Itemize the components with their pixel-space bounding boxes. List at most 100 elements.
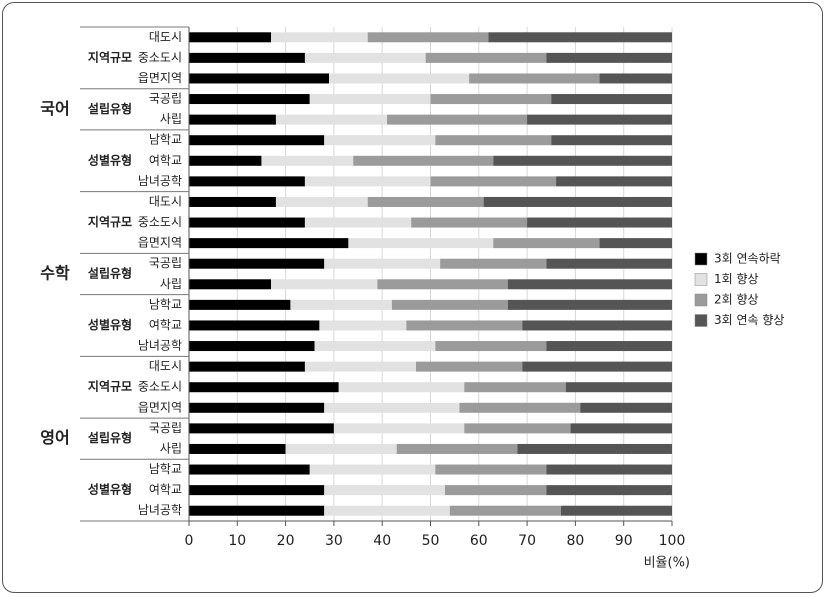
subgroup-label: 설립유형 [88, 101, 132, 116]
bar-segment [570, 423, 672, 434]
subgroup-label: 설립유형 [88, 430, 132, 445]
category-label: 중소도시 [138, 50, 182, 64]
subgroup-label: 성별유형 [88, 152, 132, 167]
bar-segment [367, 32, 489, 43]
bar-segment [444, 485, 547, 496]
bar-segment [546, 341, 672, 352]
bar-segment [189, 464, 310, 475]
bar-segment [546, 52, 672, 63]
bar-segment [507, 299, 672, 310]
bar-segment [483, 196, 672, 207]
bar-segment [189, 279, 272, 290]
x-tick-label: 60 [470, 533, 488, 549]
group-label: 수학 [40, 264, 70, 283]
bar-segment [435, 135, 552, 146]
bar-segment [189, 382, 339, 393]
x-tick-label: 90 [615, 533, 633, 549]
bar-segment [430, 176, 557, 187]
bar-segment [469, 73, 600, 84]
bar-segment [527, 217, 672, 228]
category-label: 남녀공학 [138, 174, 182, 188]
bar-segment [546, 258, 672, 269]
bar-segment [367, 196, 484, 207]
bar-segment [493, 238, 600, 249]
bar-segment [314, 341, 436, 352]
legend-label: 1회 향상 [714, 272, 759, 286]
bar-segment [556, 176, 672, 187]
x-tick-label: 70 [518, 533, 536, 549]
bar-segment [189, 176, 305, 187]
bar-segment [440, 258, 547, 269]
legend-label: 2회 향상 [714, 293, 759, 307]
bar-segment [189, 402, 325, 413]
legend-swatch [694, 252, 708, 266]
bar-segment [464, 423, 571, 434]
bar-segment [565, 382, 672, 393]
category-label: 여학교 [149, 153, 182, 167]
bar-segment [189, 341, 315, 352]
category-label: 남학교 [149, 133, 182, 147]
x-tick-label: 0 [185, 533, 194, 549]
category-label: 중소도시 [138, 380, 182, 394]
category-label: 국공립 [149, 256, 182, 270]
category-label: 읍면지역 [138, 400, 182, 414]
group-label: 국어 [40, 99, 69, 118]
bar-segment [517, 443, 672, 454]
bar-segment [275, 196, 368, 207]
bar-segment [275, 114, 388, 125]
bar-segment [449, 505, 561, 516]
subgroup-label: 설립유형 [88, 266, 132, 281]
bar-segment [189, 217, 305, 228]
bar-segment [580, 402, 672, 413]
category-label: 읍면지역 [138, 236, 182, 250]
legend-swatch [694, 314, 708, 327]
category-label: 중소도시 [138, 215, 182, 229]
category-label: 대도시 [149, 194, 182, 208]
bar-segment [411, 217, 528, 228]
bar-segment [189, 320, 320, 331]
bar-segment [599, 73, 672, 84]
category-label: 남녀공학 [138, 339, 182, 353]
subgroup-label: 성별유형 [88, 317, 132, 332]
bar-segment [546, 464, 672, 475]
bar-segment [324, 505, 450, 516]
bar-segment [522, 361, 672, 372]
bar-segment [416, 361, 523, 372]
subgroup-label: 지역규모 [88, 379, 132, 394]
bar-segment [189, 73, 330, 84]
bar-segment [189, 135, 325, 146]
group-label: 영어 [40, 428, 69, 447]
bar-segment [261, 155, 354, 166]
bar-segment [464, 382, 566, 393]
bar-segment [189, 299, 291, 310]
bar-segment [546, 485, 672, 496]
bar-segment [304, 52, 426, 63]
category-label: 대도시 [149, 30, 182, 44]
bar-segment [189, 443, 286, 454]
bar-segment [319, 320, 407, 331]
bar-segment [522, 320, 672, 331]
bar-segment [309, 94, 431, 105]
bar-segment [387, 114, 528, 125]
x-tick-label: 80 [566, 533, 584, 549]
x-tick-label: 10 [228, 533, 246, 549]
bar-segment [304, 217, 412, 228]
bar-segment [425, 52, 547, 63]
bar-segment [391, 299, 508, 310]
bar-segment [493, 155, 672, 166]
bar-segment [304, 361, 417, 372]
category-label: 사립 [160, 112, 182, 126]
bar-segment [271, 32, 368, 43]
x-tick-label: 30 [325, 533, 343, 549]
bar-segment [551, 135, 672, 146]
category-label: 남학교 [149, 462, 182, 476]
category-label: 국공립 [149, 92, 182, 106]
category-label: 사립 [160, 277, 182, 291]
x-tick-label: 20 [277, 533, 295, 549]
bar-segment [189, 258, 325, 269]
bar-segment [189, 114, 276, 125]
subgroup-label: 지역규모 [88, 49, 132, 64]
bar-segment [189, 32, 272, 43]
bar-segment [290, 299, 392, 310]
